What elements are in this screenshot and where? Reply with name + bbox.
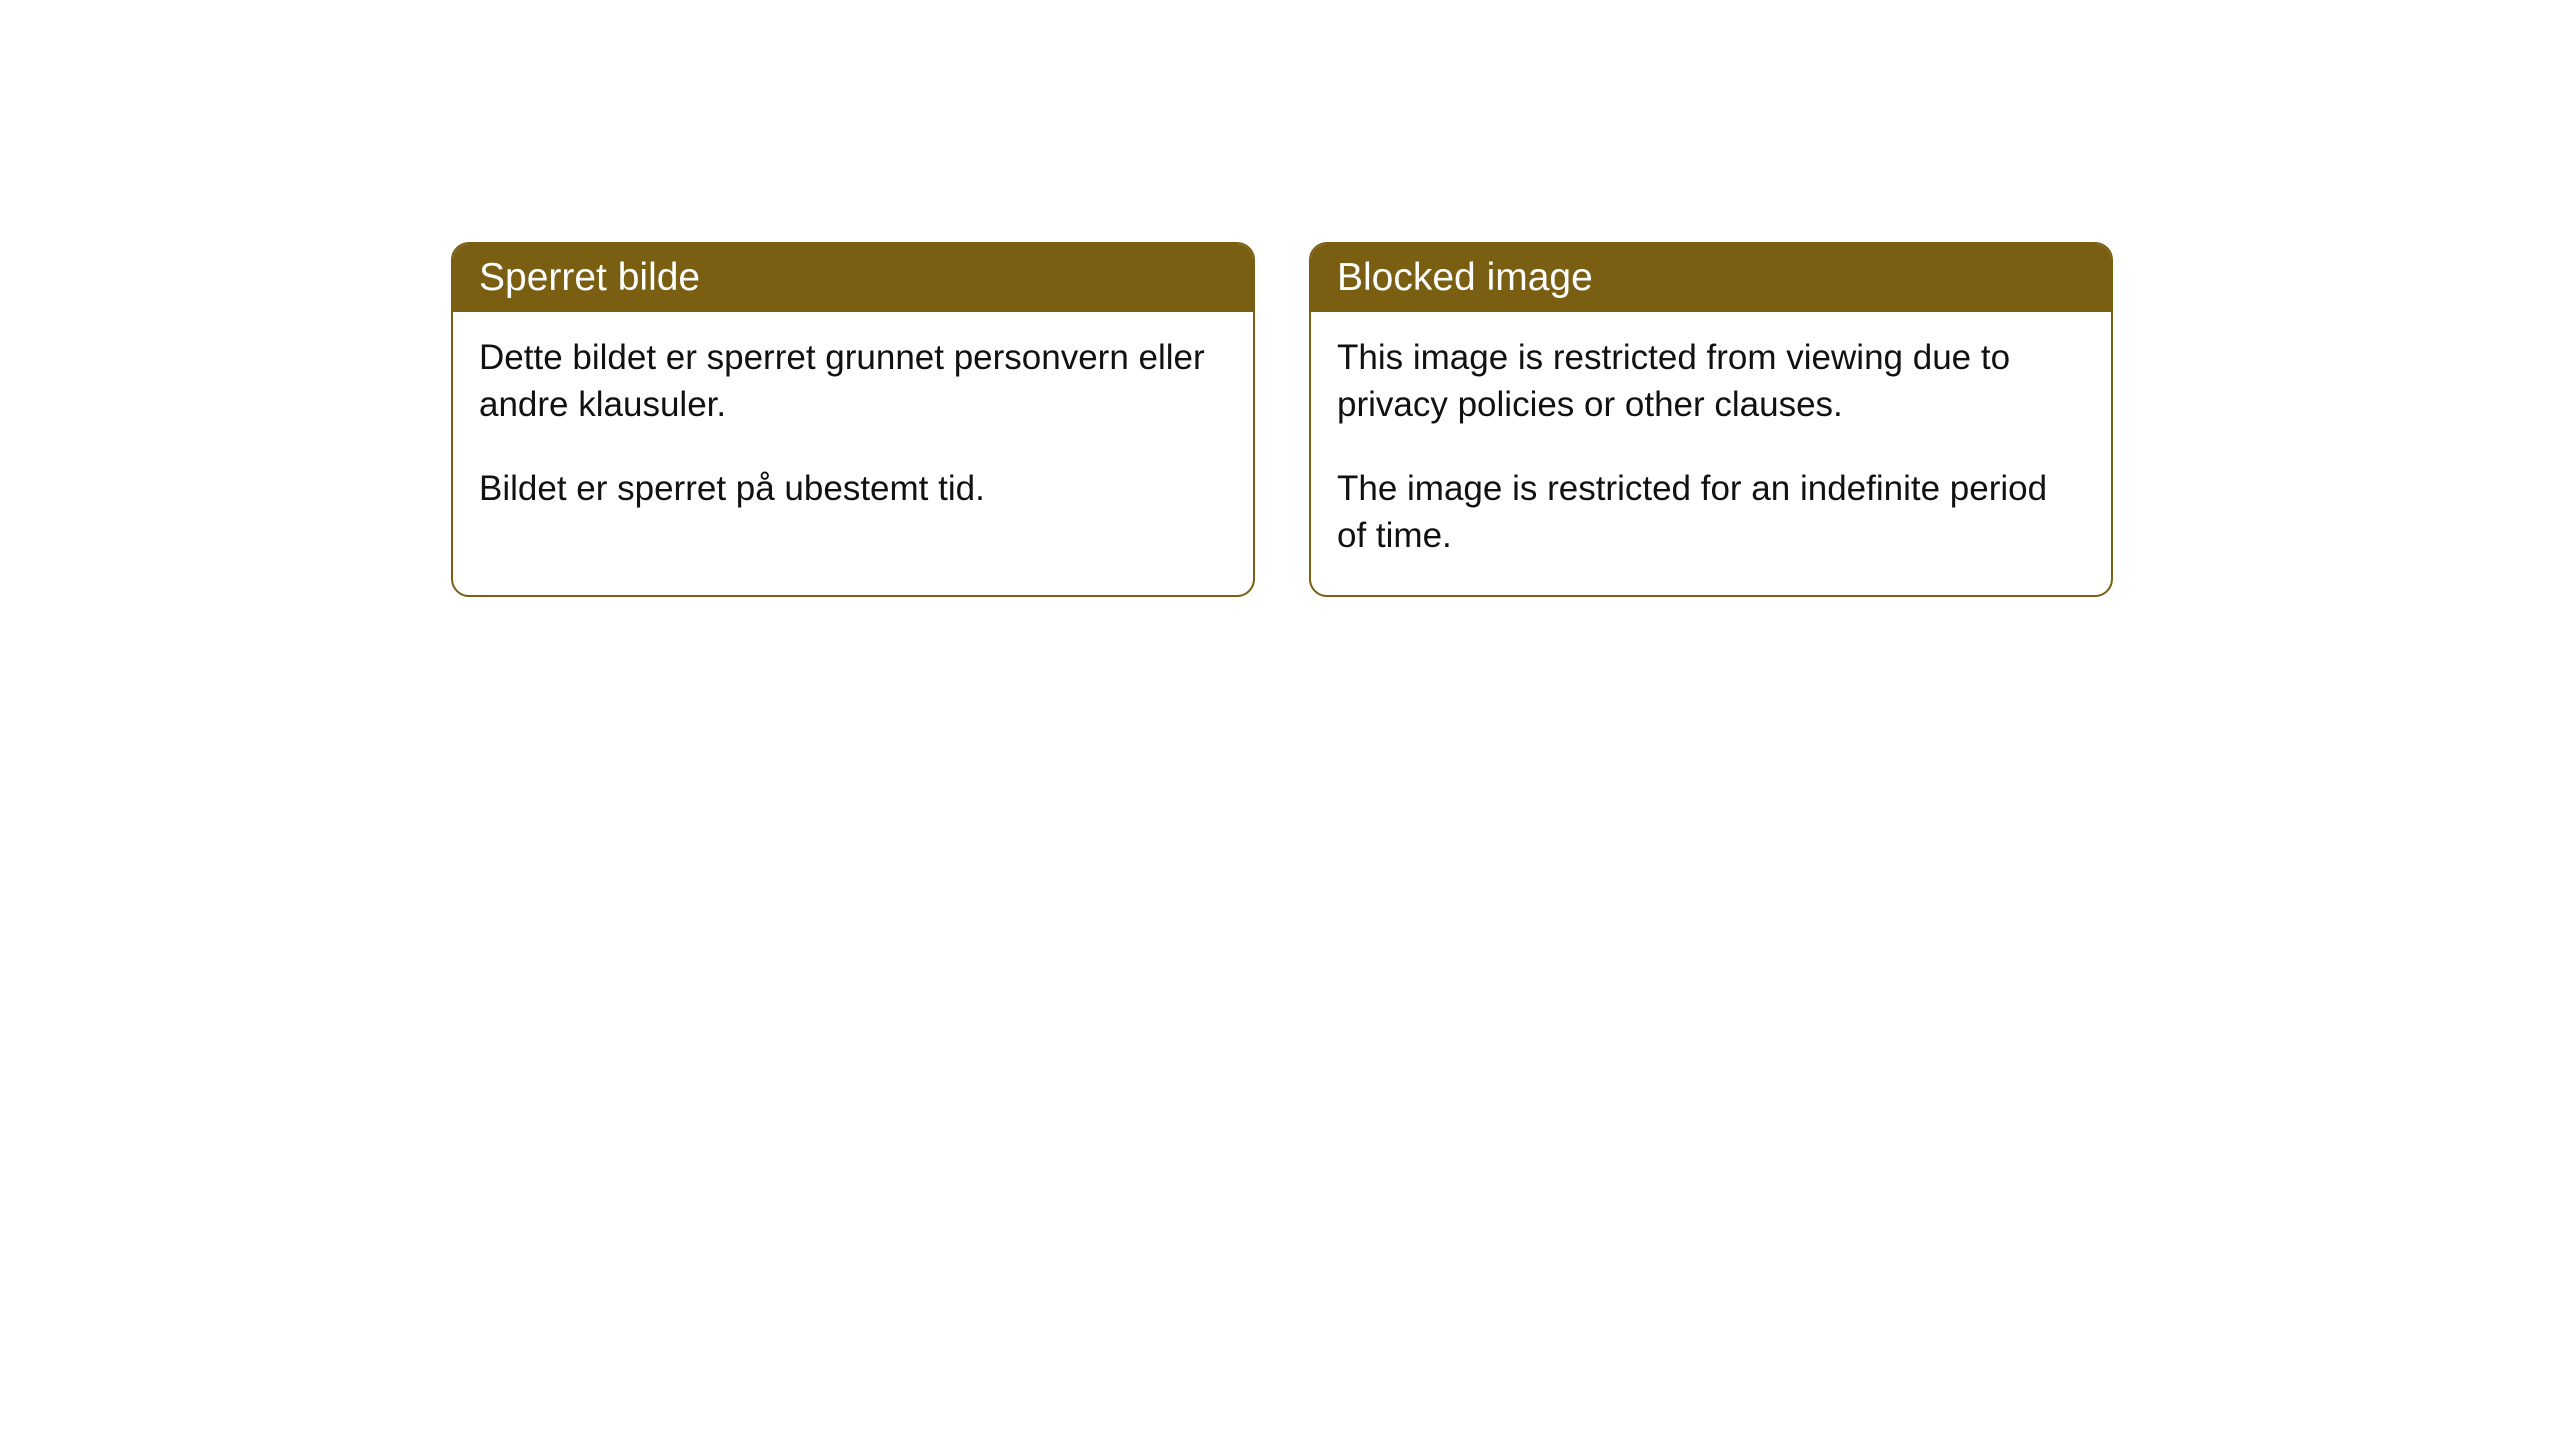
card-paragraph: This image is restricted from viewing du… — [1337, 334, 2085, 429]
card-paragraph: Dette bildet er sperret grunnet personve… — [479, 334, 1227, 429]
card-paragraph: Bildet er sperret på ubestemt tid. — [479, 465, 1227, 512]
card-header: Blocked image — [1311, 244, 2111, 312]
card-body: This image is restricted from viewing du… — [1311, 312, 2111, 595]
notice-card-norwegian: Sperret bilde Dette bildet er sperret gr… — [451, 242, 1255, 597]
card-title: Blocked image — [1337, 256, 1593, 299]
card-title: Sperret bilde — [479, 256, 700, 299]
notice-card-english: Blocked image This image is restricted f… — [1309, 242, 2113, 597]
card-header: Sperret bilde — [453, 244, 1253, 312]
notice-cards-container: Sperret bilde Dette bildet er sperret gr… — [451, 242, 2113, 597]
card-body: Dette bildet er sperret grunnet personve… — [453, 312, 1253, 548]
card-paragraph: The image is restricted for an indefinit… — [1337, 465, 2085, 560]
